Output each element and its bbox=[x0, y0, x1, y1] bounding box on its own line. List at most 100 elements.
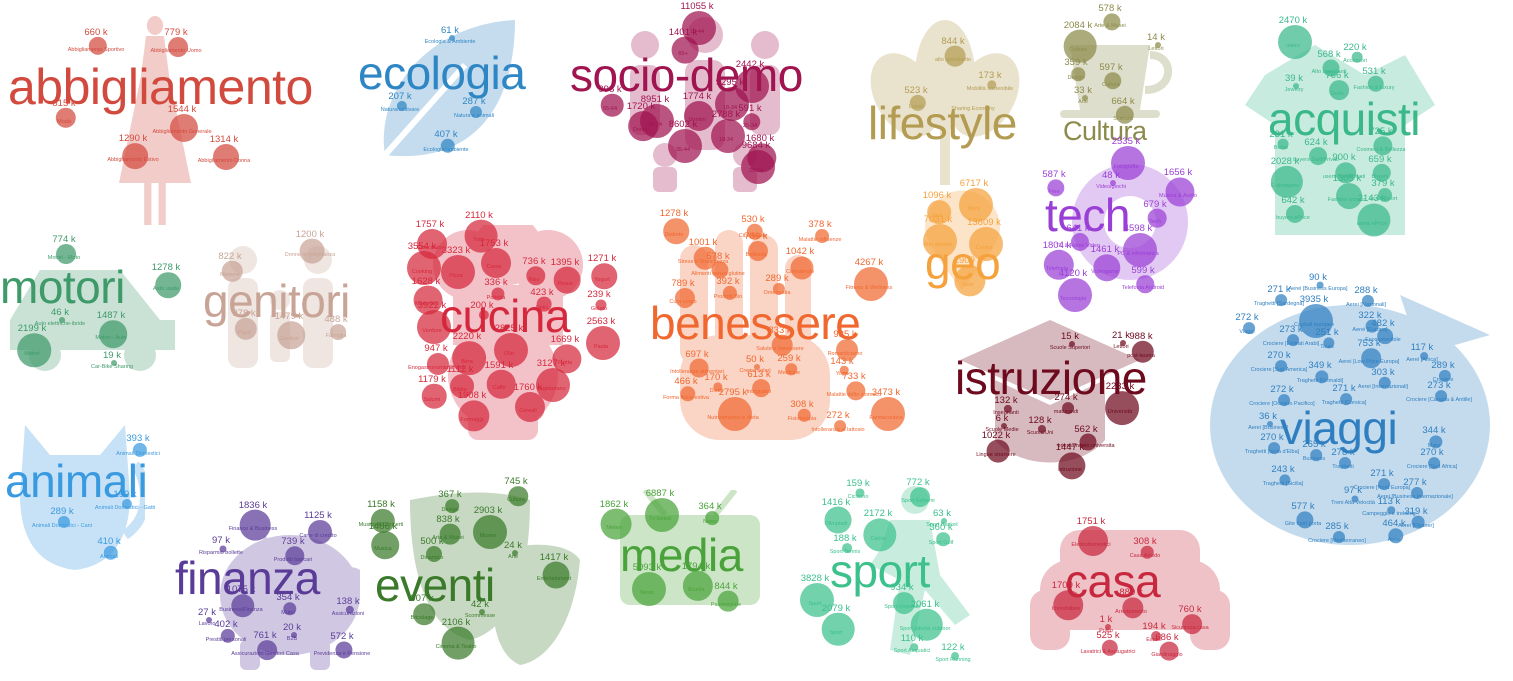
viaggi-bubble[interactable] bbox=[1315, 370, 1329, 384]
cucina-bubble[interactable] bbox=[536, 296, 552, 312]
acquisti-bubble[interactable] bbox=[1277, 138, 1289, 150]
eventi-bubble[interactable] bbox=[473, 515, 507, 549]
viaggi-bubble[interactable] bbox=[1428, 457, 1440, 469]
animali-bubble[interactable] bbox=[103, 545, 119, 561]
acquisti-bubble[interactable] bbox=[1329, 80, 1349, 100]
viaggi-bubble[interactable] bbox=[1268, 442, 1280, 454]
benessere-bubble[interactable] bbox=[785, 363, 797, 375]
geo-bubble[interactable] bbox=[954, 265, 986, 297]
benessere-bubble[interactable] bbox=[711, 261, 729, 279]
viaggi-bubble[interactable] bbox=[1377, 328, 1393, 344]
tech-bubble[interactable] bbox=[1165, 177, 1195, 207]
ecologia-bubble[interactable] bbox=[469, 105, 483, 119]
acquisti-bubble[interactable] bbox=[1270, 165, 1304, 199]
finanza-bubble[interactable] bbox=[335, 641, 353, 659]
viaggi-bubble[interactable] bbox=[1275, 360, 1287, 372]
benessere-bubble[interactable] bbox=[674, 287, 696, 309]
benessere-bubble[interactable] bbox=[752, 379, 770, 397]
cucina-bubble[interactable] bbox=[536, 368, 570, 402]
tech-bubble[interactable] bbox=[1111, 146, 1145, 180]
benessere-bubble[interactable] bbox=[771, 334, 793, 356]
viaggi-bubble[interactable] bbox=[1323, 337, 1335, 349]
viaggi-bubble[interactable] bbox=[1429, 435, 1443, 449]
sport-bubble[interactable] bbox=[855, 488, 865, 498]
cucina-bubble[interactable] bbox=[407, 251, 441, 285]
eventi-bubble[interactable] bbox=[439, 523, 461, 545]
benessere-bubble[interactable] bbox=[693, 246, 717, 270]
viaggi-bubble[interactable] bbox=[1351, 495, 1359, 503]
istruzione-bubble[interactable] bbox=[1120, 340, 1126, 346]
cucina-bubble[interactable] bbox=[526, 266, 546, 286]
viaggi-bubble[interactable] bbox=[1378, 478, 1390, 490]
abbigliamento-bubble[interactable] bbox=[169, 113, 199, 143]
eventi-bubble[interactable] bbox=[445, 499, 459, 513]
viaggi-bubble[interactable] bbox=[1287, 334, 1299, 346]
viaggi-bubble[interactable] bbox=[1279, 474, 1291, 486]
tech-bubble[interactable] bbox=[1070, 232, 1090, 252]
cucina-bubble[interactable] bbox=[450, 374, 474, 398]
benessere-bubble[interactable] bbox=[871, 397, 905, 431]
abbigliamento-bubble[interactable] bbox=[55, 107, 77, 129]
casa-bubble[interactable] bbox=[1078, 526, 1108, 556]
socio-demo-bubble[interactable] bbox=[711, 119, 745, 153]
viaggi-bubble[interactable] bbox=[1411, 515, 1425, 529]
sport-bubble[interactable] bbox=[800, 583, 834, 617]
benessere-bubble[interactable] bbox=[846, 381, 866, 401]
cucina-bubble[interactable] bbox=[514, 391, 546, 423]
sport-bubble[interactable] bbox=[910, 608, 944, 642]
genitori-bubble[interactable] bbox=[299, 238, 325, 264]
viaggi-bubble[interactable] bbox=[1411, 487, 1423, 499]
cucina-bubble[interactable] bbox=[586, 326, 620, 360]
socio-demo-bubble[interactable] bbox=[671, 36, 699, 64]
socio-demo-bubble[interactable] bbox=[743, 113, 761, 131]
sport-bubble[interactable] bbox=[910, 487, 930, 507]
genitori-bubble[interactable] bbox=[330, 324, 346, 340]
sport-bubble[interactable] bbox=[863, 518, 897, 552]
finanza-bubble[interactable] bbox=[231, 594, 255, 618]
benessere-bubble[interactable] bbox=[747, 240, 769, 262]
finanza-bubble[interactable] bbox=[219, 545, 227, 553]
ecologia-bubble[interactable] bbox=[449, 35, 455, 41]
eventi-bubble[interactable] bbox=[441, 626, 475, 660]
cucina-bubble[interactable] bbox=[481, 248, 511, 278]
sport-bubble[interactable] bbox=[941, 518, 947, 524]
viaggi-bubble[interactable] bbox=[1299, 304, 1333, 338]
viaggi-bubble[interactable] bbox=[1332, 530, 1346, 544]
abbigliamento-bubble[interactable] bbox=[122, 143, 148, 169]
finanza-bubble[interactable] bbox=[257, 640, 277, 660]
benessere-bubble[interactable] bbox=[689, 358, 709, 378]
viaggi-bubble[interactable] bbox=[1316, 281, 1324, 289]
benessere-bubble[interactable] bbox=[680, 386, 696, 402]
motori-bubble[interactable] bbox=[17, 333, 51, 367]
tech-bubble[interactable] bbox=[1147, 208, 1167, 228]
socio-demo-bubble[interactable] bbox=[600, 93, 624, 117]
cucina-bubble[interactable] bbox=[421, 383, 447, 409]
eventi-bubble[interactable] bbox=[426, 546, 442, 562]
viaggi-bubble[interactable] bbox=[1361, 348, 1381, 368]
istruzione-bubble[interactable] bbox=[1062, 402, 1074, 414]
finanza-bubble[interactable] bbox=[206, 617, 212, 623]
eventi-bubble[interactable] bbox=[542, 561, 570, 589]
socio-demo-bubble[interactable] bbox=[741, 150, 775, 184]
casa-bubble[interactable] bbox=[1159, 641, 1179, 661]
benessere-bubble[interactable] bbox=[815, 229, 829, 243]
motori-bubble[interactable] bbox=[59, 317, 65, 323]
viaggi-bubble[interactable] bbox=[1387, 506, 1395, 514]
media-bubble[interactable] bbox=[632, 572, 666, 606]
cucina-bubble[interactable] bbox=[458, 400, 490, 432]
acquisti-bubble[interactable] bbox=[1373, 136, 1393, 156]
cucina-bubble[interactable] bbox=[553, 266, 581, 294]
tech-bubble[interactable] bbox=[1110, 180, 1116, 186]
cucina-bubble[interactable] bbox=[591, 263, 617, 289]
genitori-bubble[interactable] bbox=[234, 317, 258, 341]
istruzione-bubble[interactable] bbox=[1001, 423, 1007, 429]
sport-bubble[interactable] bbox=[821, 612, 855, 646]
acquisti-bubble[interactable] bbox=[1285, 204, 1305, 224]
abbigliamento-bubble[interactable] bbox=[168, 37, 188, 57]
motori-bubble[interactable] bbox=[56, 244, 76, 264]
lifestyle-bubble[interactable] bbox=[909, 94, 927, 112]
abbigliamento-bubble[interactable] bbox=[213, 144, 239, 170]
animali-bubble[interactable] bbox=[57, 515, 71, 529]
acquisti-bubble[interactable] bbox=[1336, 183, 1362, 209]
benessere-bubble[interactable] bbox=[663, 218, 689, 244]
